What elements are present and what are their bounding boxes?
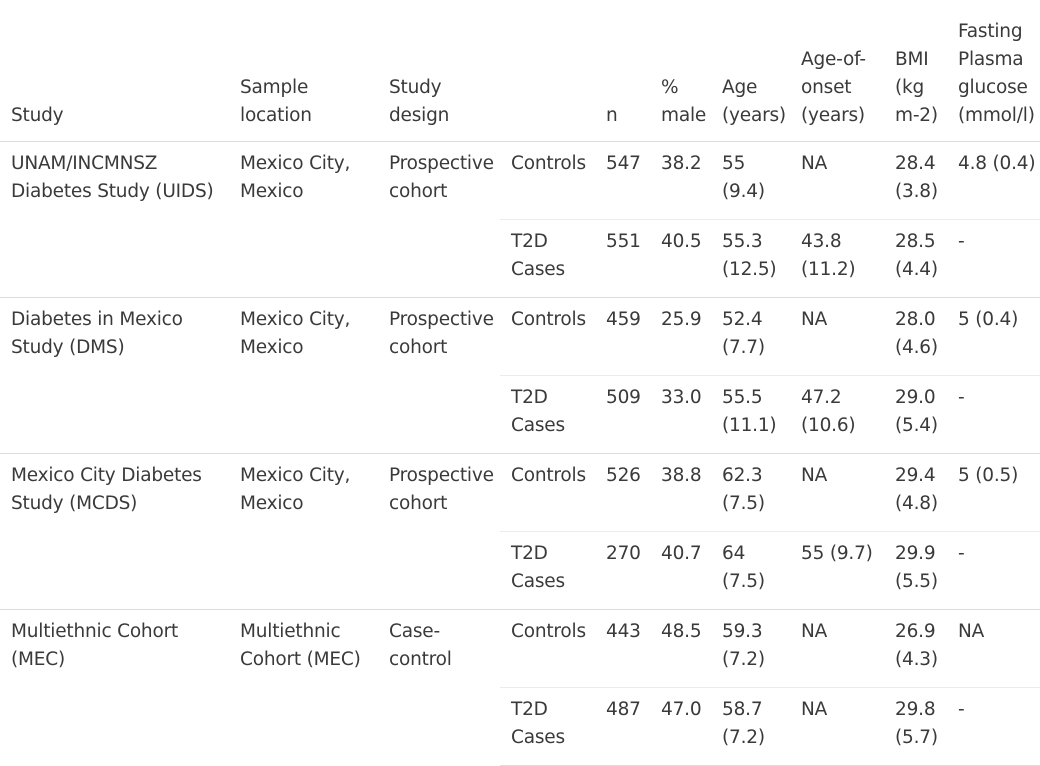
n-value: 526	[595, 453, 650, 532]
header-group	[500, 0, 595, 142]
age-of-onset-value: NA	[790, 453, 884, 532]
n-value: 551	[595, 219, 650, 298]
bmi-value: 26.9 (4.3)	[884, 609, 947, 688]
table-row: Diabetes in Mexico Study (DMS) Mexico Ci…	[0, 297, 1040, 454]
header-bmi: BMI (kg m-2)	[884, 0, 947, 142]
header-fasting-plasma-glucose: Fasting Plasma glucose (mmol/l)	[947, 0, 1040, 142]
fpg-value: -	[947, 687, 1040, 766]
header-age: Age (years)	[711, 0, 790, 142]
group-label: T2D Cases	[500, 531, 595, 610]
fpg-value: NA	[947, 609, 1040, 688]
group-label: Controls	[500, 453, 595, 532]
n-value: 509	[595, 375, 650, 454]
header-row: Study Sample location Study design n % m…	[0, 0, 1040, 142]
pct-male-value: 48.5	[650, 609, 711, 688]
header-study-design: Study design	[378, 0, 500, 142]
bmi-value: 28.5 (4.4)	[884, 219, 947, 298]
fpg-value: 5 (0.4)	[947, 297, 1040, 376]
table-body: UNAM/INCMNSZ Diabetes Study (UIDS) Mexic…	[0, 141, 1040, 766]
group-label: Controls	[500, 297, 595, 376]
pct-male-value: 40.5	[650, 219, 711, 298]
fpg-value: 4.8 (0.4)	[947, 141, 1040, 220]
age-value: 52.4 (7.7)	[711, 297, 790, 376]
study-name: Multiethnic Cohort (MEC)	[11, 621, 179, 670]
header-study: Study	[0, 0, 229, 142]
n-value: 487	[595, 687, 650, 766]
table-row: T2D Cases 551 40.5 55.3 (12.5) 43.8 (11.…	[0, 219, 1040, 298]
header-pct-male: % male	[650, 0, 711, 142]
fpg-value: 5 (0.5)	[947, 453, 1040, 532]
age-value: 59.3 (7.2)	[711, 609, 790, 688]
n-value: 270	[595, 531, 650, 610]
pct-male-value: 47.0	[650, 687, 711, 766]
age-of-onset-value: NA	[790, 141, 884, 220]
header-age-of-onset: Age-of-onset (years)	[790, 0, 884, 142]
header-sample-location: Sample location	[229, 0, 378, 142]
group-label: T2D Cases	[500, 687, 595, 766]
bmi-value: 29.4 (4.8)	[884, 453, 947, 532]
age-of-onset-value: 47.2 (10.6)	[790, 375, 884, 454]
table-row: T2D Cases 270 40.7 64 (7.5) 55 (9.7) 29.…	[0, 531, 1040, 610]
age-value: 62.3 (7.5)	[711, 453, 790, 532]
table-row: Mexico City Diabetes Study (MCDS) Mexico…	[0, 453, 1040, 610]
group-label: T2D Cases	[500, 219, 595, 298]
bmi-value: 29.0 (5.4)	[884, 375, 947, 454]
age-of-onset-value: NA	[790, 687, 884, 766]
group-label: Controls	[500, 141, 595, 220]
bmi-value: 28.4 (3.8)	[884, 141, 947, 220]
study-name: Diabetes in Mexico Study (DMS)	[0, 297, 229, 454]
n-value: 459	[595, 297, 650, 376]
sample-location: Mexico City, Mexico	[229, 297, 378, 454]
sample-location: Mexico City, Mexico	[229, 141, 378, 298]
study-name: Mexico City Diabetes Study (MCDS)	[0, 453, 229, 610]
table-row: UNAM/INCMNSZ Diabetes Study (UIDS) Mexic…	[0, 141, 1040, 298]
fpg-value: -	[947, 531, 1040, 610]
pct-male-value: 25.9	[650, 297, 711, 376]
age-of-onset-value: NA	[790, 297, 884, 376]
age-value: 55.3 (12.5)	[711, 219, 790, 298]
age-value: 64 (7.5)	[711, 531, 790, 610]
sample-location: Mexico City, Mexico	[229, 453, 378, 610]
header-n: n	[595, 0, 650, 142]
sample-location: Multiethnic Cohort (MEC)	[240, 621, 361, 670]
study-design: Case-control	[389, 621, 452, 670]
table-header: Study Sample location Study design n % m…	[0, 0, 1040, 142]
bmi-value: 29.9 (5.5)	[884, 531, 947, 610]
age-of-onset-value: NA	[790, 609, 884, 688]
table-row: T2D Cases 509 33.0 55.5 (11.1) 47.2 (10.…	[0, 375, 1040, 454]
study-design: Prospective cohort	[378, 141, 500, 298]
pct-male-value: 40.7	[650, 531, 711, 610]
age-of-onset-value: 55 (9.7)	[790, 531, 884, 610]
age-value: 58.7 (7.2)	[711, 687, 790, 766]
age-value: 55.5 (11.1)	[711, 375, 790, 454]
age-value: 55 (9.4)	[711, 141, 790, 220]
pct-male-value: 38.8	[650, 453, 711, 532]
bmi-value: 29.8 (5.7)	[884, 687, 947, 766]
study-design: Prospective cohort	[378, 453, 500, 610]
age-of-onset-value: 43.8 (11.2)	[790, 219, 884, 298]
fpg-value: -	[947, 375, 1040, 454]
n-value: 443	[595, 609, 650, 688]
table-row: Multiethnic Cohort (MEC) Multiethnic Coh…	[0, 609, 1040, 688]
group-label: T2D Cases	[500, 375, 595, 454]
study-design: Prospective cohort	[378, 297, 500, 454]
pct-male-value: 33.0	[650, 375, 711, 454]
fpg-value: -	[947, 219, 1040, 298]
study-name: UNAM/INCMNSZ Diabetes Study (UIDS)	[0, 141, 229, 298]
bmi-value: 28.0 (4.6)	[884, 297, 947, 376]
n-value: 547	[595, 141, 650, 220]
group-label: Controls	[500, 609, 595, 688]
pct-male-value: 38.2	[650, 141, 711, 220]
